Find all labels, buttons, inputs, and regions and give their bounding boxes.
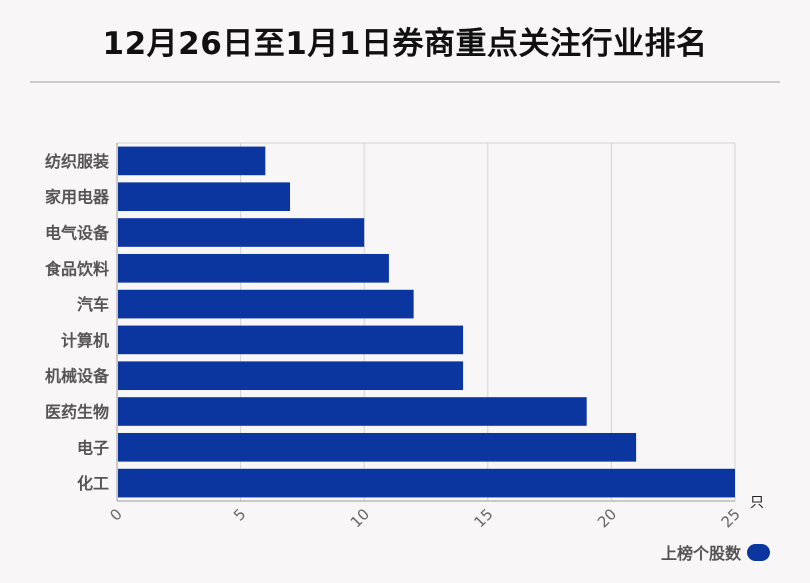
category-label: 化工: [77, 474, 109, 493]
chart-title: 12月26日至1月1日券商重点关注行业排名: [102, 26, 708, 62]
bar[interactable]: [118, 253, 389, 283]
category-label: 电子: [77, 438, 109, 457]
category-label: 汽车: [77, 295, 109, 314]
bars: [118, 146, 735, 498]
category-label: 纺织服装: [45, 152, 109, 171]
bar[interactable]: [118, 289, 414, 319]
bar[interactable]: [118, 361, 464, 391]
x-tick-label: 0: [106, 505, 125, 524]
x-tick-label: 10: [347, 505, 373, 531]
bar[interactable]: [118, 325, 464, 355]
category-label: 家用电器: [45, 188, 110, 207]
bar[interactable]: [118, 397, 587, 426]
x-tick-label: 5: [230, 505, 249, 524]
category-label: 机械设备: [45, 367, 110, 386]
x-unit-label: 只: [750, 495, 764, 511]
x-tick-labels: 0 5 10 15 20 25: [106, 505, 743, 531]
bar[interactable]: [118, 218, 365, 247]
x-tick-label: 25: [718, 505, 744, 531]
category-label: 医药生物: [45, 403, 109, 422]
bar[interactable]: [118, 432, 637, 462]
legend-swatch: [747, 543, 770, 561]
bar[interactable]: [118, 182, 291, 212]
legend-label: 上榜个股数: [660, 544, 741, 563]
title-divider: [30, 81, 780, 83]
category-label: 计算机: [61, 331, 109, 350]
x-tick-label: 15: [470, 505, 496, 531]
bar[interactable]: [118, 468, 735, 498]
category-label: 食品饮料: [44, 259, 109, 278]
legend[interactable]: 上榜个股数: [661, 540, 770, 564]
bar[interactable]: [118, 146, 266, 176]
category-label: 电气设备: [45, 224, 110, 243]
x-tick-label: 20: [594, 505, 620, 531]
